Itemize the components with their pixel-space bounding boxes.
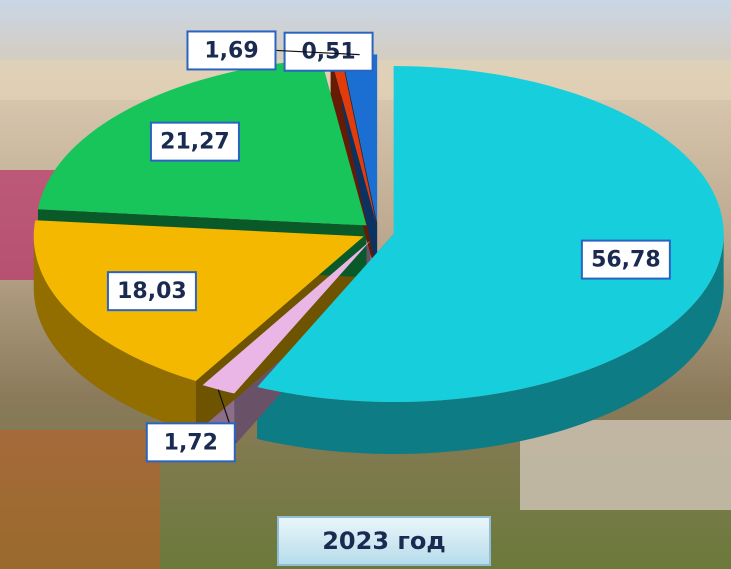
background-trees xyxy=(0,430,160,569)
page: 56,781,7218,0321,270,511,69 2023 год (()… xyxy=(0,0,731,569)
data-label: 21,27 xyxy=(160,130,230,155)
data-label: 1,69 xyxy=(204,38,258,63)
data-label: 18,03 xyxy=(117,279,187,304)
data-label: 1,72 xyxy=(164,430,218,455)
chart-title: 2023 год xyxy=(322,527,446,555)
data-label: 56,78 xyxy=(591,248,661,273)
chart: 56,781,7218,0321,270,511,69 2023 год xyxy=(0,0,731,569)
